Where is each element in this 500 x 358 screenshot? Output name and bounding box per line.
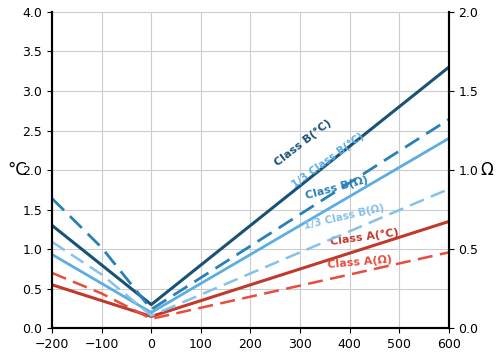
Text: 1/3 Class B(Ω): 1/3 Class B(Ω) xyxy=(302,202,385,231)
Text: Class B(Ω): Class B(Ω) xyxy=(305,174,370,200)
Text: Class A(°C): Class A(°C) xyxy=(330,228,400,247)
Y-axis label: °C: °C xyxy=(7,161,27,179)
Text: Class B(°C): Class B(°C) xyxy=(272,118,333,168)
Text: Class A(Ω): Class A(Ω) xyxy=(327,255,392,270)
Text: 1/3 Class B(°C): 1/3 Class B(°C) xyxy=(290,131,366,189)
Y-axis label: Ω: Ω xyxy=(480,161,493,179)
